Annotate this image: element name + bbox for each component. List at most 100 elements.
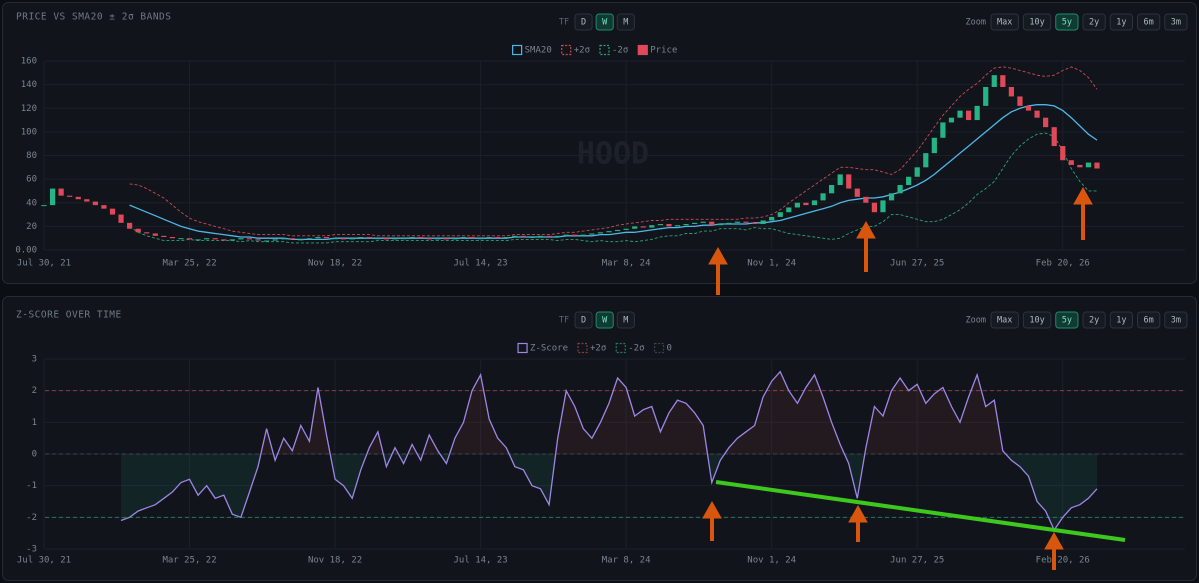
candle [1034, 110, 1040, 118]
candle [640, 226, 646, 228]
candle [127, 222, 133, 229]
candle [375, 238, 381, 240]
zoom-label: Zoom [966, 18, 986, 28]
candle [563, 234, 569, 236]
candle [358, 237, 364, 239]
button-label: D [581, 18, 586, 28]
candle [632, 226, 638, 229]
button[interactable] [1022, 311, 1052, 329]
button[interactable] [1137, 13, 1161, 31]
candle [597, 232, 604, 234]
y-tick-label: 2 [32, 386, 37, 396]
button[interactable] [1055, 311, 1079, 329]
button-label: Max [997, 18, 1012, 28]
candle [486, 237, 492, 239]
button[interactable] [1109, 13, 1133, 31]
tf-label: TF [559, 18, 569, 28]
button[interactable] [1164, 13, 1188, 31]
zoom-group: Zoom Max 10y 5y 2y 1y 6m 3m [966, 13, 1188, 31]
candle [529, 237, 535, 239]
button[interactable] [1137, 311, 1161, 329]
candle [195, 239, 201, 241]
candle [948, 117, 955, 123]
button[interactable] [1055, 13, 1079, 31]
button[interactable] [990, 311, 1019, 329]
candle [854, 188, 860, 197]
candle [263, 240, 270, 242]
candle [469, 237, 475, 239]
candle [409, 237, 415, 239]
y-tick-label: 20 [26, 222, 37, 232]
button-label: 3m [1171, 18, 1181, 28]
button[interactable] [595, 311, 614, 329]
candle [674, 225, 681, 227]
candle [717, 224, 723, 226]
y-tick-label: 80 [26, 151, 37, 161]
button[interactable] [595, 13, 614, 31]
candle [281, 238, 287, 240]
candle [580, 234, 586, 236]
arrow-head [1044, 531, 1064, 550]
button[interactable] [1022, 13, 1052, 31]
candle [238, 238, 244, 240]
button-label: W [602, 18, 608, 28]
candle [1068, 160, 1074, 165]
candle [67, 195, 73, 197]
button-label: 3m [1171, 316, 1181, 326]
candle [1077, 164, 1083, 168]
arrow-head [1073, 186, 1093, 205]
candle [537, 235, 544, 238]
candle [169, 237, 176, 239]
candle [41, 205, 47, 207]
legend-swatch [653, 342, 665, 354]
trend-line [715, 480, 1126, 542]
button-label: 2y [1089, 18, 1099, 28]
candle [306, 238, 312, 240]
candle [178, 238, 184, 240]
candle [1043, 117, 1049, 128]
button-label: 6m [1144, 18, 1154, 28]
candle [871, 202, 878, 213]
candle [161, 235, 167, 238]
button[interactable] [1109, 311, 1133, 329]
candle [794, 202, 800, 208]
button[interactable] [990, 13, 1019, 31]
y-tick-label: 1 [32, 418, 37, 428]
button-label: 5y [1062, 18, 1072, 28]
candle [880, 200, 886, 213]
y-tick-label: 0 [32, 450, 37, 460]
x-tick-label: Mar 8, 24 [602, 259, 651, 269]
candle [846, 174, 852, 189]
candle [246, 238, 253, 240]
button[interactable] [1164, 311, 1188, 329]
button[interactable] [574, 13, 593, 31]
candle [1017, 96, 1023, 106]
button[interactable] [616, 311, 635, 329]
button[interactable] [1082, 311, 1106, 329]
x-tick-label: Jun 27, 25 [890, 259, 944, 269]
x-tick-label: Nov 18, 22 [308, 259, 362, 269]
area-above [121, 371, 1097, 454]
button-label: 1y [1116, 316, 1126, 326]
candle [991, 75, 997, 87]
x-tick-label: Nov 18, 22 [308, 556, 362, 566]
candle [221, 239, 227, 241]
button-label: M [623, 316, 628, 326]
x-tick-label: Mar 8, 24 [602, 556, 651, 566]
button[interactable] [616, 13, 635, 31]
arrow-head [856, 220, 876, 239]
candle [700, 221, 706, 223]
button[interactable] [1082, 13, 1106, 31]
candle [460, 237, 467, 239]
candle [760, 220, 766, 225]
y-tick-label: 3 [32, 355, 37, 365]
candle [1060, 146, 1066, 161]
button[interactable] [574, 311, 593, 329]
chart-title: PRICE VS SMA20 ± 2σ BANDS [16, 12, 172, 23]
candle [443, 238, 449, 240]
x-tick-label: Nov 1, 24 [747, 556, 796, 566]
y-tick-label: 100 [21, 127, 37, 137]
chart-title: Z-SCORE OVER TIME [16, 310, 122, 321]
x-tick-label: Jul 14, 23 [454, 259, 508, 269]
chart: Z-SCORE OVER TIME TF D W M Zoom Max 10y 5y 2y 1y 6m… [16, 310, 1188, 566]
